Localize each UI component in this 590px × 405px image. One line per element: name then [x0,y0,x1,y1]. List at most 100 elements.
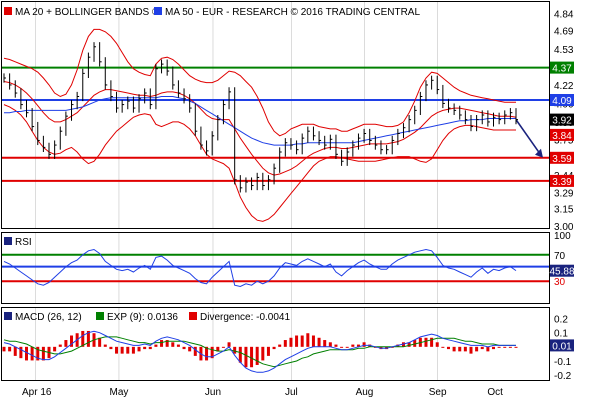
divergence-bar-84 [475,346,479,352]
divergence-bar-14 [81,330,85,347]
divergence-bar-5 [30,346,34,361]
divergence-bar-19 [109,346,113,350]
divergence-bar-43 [244,346,248,368]
divergence-bar-58 [328,342,332,347]
divergence-bar-28 [160,340,164,347]
divergence-bar-53 [300,335,304,347]
divergence-bar-25 [143,346,147,350]
divergence-bar-29 [165,340,169,347]
rsi-y-tick-0: 100 [554,231,571,242]
price-y-tick-10: 3.29 [554,189,574,200]
divergence-bar-15 [86,330,90,347]
price-level-tag-2-box [550,151,574,164]
price-panel-frame [1,1,550,229]
macd-line [3,330,516,373]
macd-legend-swatch-0 [4,312,12,320]
price-legend-label-1: MA 50 - EUR - RESEARCH © 2016 TRADING CE… [165,7,420,18]
divergence-bar-71 [401,342,405,347]
current-price-tag-1-box [550,128,574,141]
divergence-bar-10 [58,344,62,347]
price-level-tag-3-label: 3.39 [552,177,572,188]
divergence-bar-20 [115,346,119,354]
divergence-bar-38 [216,346,220,352]
divergence-bar-62 [351,344,355,347]
divergence-bar-24 [137,346,141,352]
bollinger-lower-line [3,104,516,222]
divergence-bar-40 [227,342,231,347]
price-legend-swatch-0 [4,7,12,15]
rsi-y-tick-3: 30 [554,277,566,288]
divergence-bar-39 [221,346,225,348]
divergence-bar-77 [435,342,439,347]
x-axis-label-4: Aug [356,387,374,398]
price-level-tag-0-box [550,61,574,74]
divergence-bar-91 [514,346,518,348]
price-level-tag-2-label: 3.59 [552,154,572,165]
ma20-line [3,81,517,176]
divergence-bar-32 [182,346,186,350]
divergence-bar-11 [64,340,68,347]
rsi-legend-swatch [4,237,12,245]
grid-lines [34,2,438,380]
legends: MA 20 + BOLLINGER BANDS ® MA 50 - EUR - R… [4,7,420,323]
bollinger-upper-line [3,28,516,137]
divergence-bar-49 [278,344,282,347]
price-legend-label-0: MA 20 + BOLLINGER BANDS ® [15,7,160,18]
price-y-tick-11: 3.15 [554,205,574,216]
divergence-bar-57 [323,340,327,347]
divergence-bar-89 [503,346,507,348]
macd-y-tick-4: -0.2 [554,371,572,382]
divergence-bar-26 [148,346,152,350]
divergence-bar-83 [469,346,473,354]
projection-arrow-head [535,148,543,158]
divergence-bar-54 [306,333,310,347]
divergence-bar-42 [238,346,242,363]
divergence-bar-33 [188,346,192,352]
divergence-bar-7 [41,346,45,361]
current-price-tag-0-label: 3.92 [552,116,572,127]
rsi-line [3,248,517,288]
divergence-bar-4 [25,346,29,361]
divergence-bar-46 [261,346,265,361]
divergence-bar-64 [362,342,366,347]
divergence-bar-9 [53,346,57,352]
price-level-tag-0-label: 4.37 [552,64,572,75]
rsi-panel-frame [1,232,550,304]
divergence-bar-36 [205,346,209,361]
divergence-bar-3 [19,346,23,359]
x-axis-labels: Apr 16 May Jun Jul Aug Sep Oct [22,387,503,398]
current-price-tag-1-label: 3.84 [552,131,572,142]
price-y-tick-2: 4.53 [554,45,574,56]
divergence-bar-55 [311,335,315,347]
divergence-bar-56 [317,337,321,347]
ma50-line [4,96,516,146]
price-level-tag-1-label: 4.09 [552,96,572,107]
divergence-bar-73 [413,340,417,347]
x-axis-label-0: Apr 16 [22,387,52,398]
series-lines [2,28,543,373]
divergence-bar-17 [98,337,102,347]
macd-signal-line [3,336,516,368]
macd-current-tag-box [550,339,574,352]
macd-current-tag-label: 0.01 [552,341,572,352]
divergence-bar-50 [283,340,287,347]
x-axis-label-5: Sep [429,387,447,398]
divergence-bar-61 [345,346,349,348]
price-y-tick-4: 4.22 [554,81,574,92]
macd-legend-label-2: Divergence: -0.0041 [200,312,290,323]
divergence-bar-41 [233,346,237,354]
macd-panel-frame [1,307,550,381]
divergence-bar-2 [13,346,17,356]
divergence-bar-37 [210,346,214,359]
macd-legend-label-0: MACD (26, 12) [15,312,82,323]
macd-legend-label-1: EXP (9): 0.0136 [107,312,178,323]
divergence-bar-69 [390,346,394,348]
x-axis-label-3: Jul [285,387,298,398]
divergence-bar-88 [497,346,501,348]
x-axis-label-2: Jun [205,387,221,398]
divergence-bar-23 [131,346,135,354]
rsi-current-tag-box [550,264,574,277]
divergence-bar-79 [446,346,450,350]
x-axis-label-1: May [109,387,128,398]
